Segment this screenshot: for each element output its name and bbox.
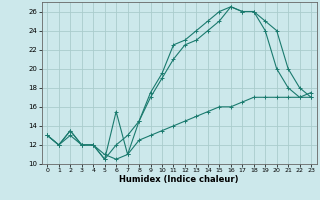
X-axis label: Humidex (Indice chaleur): Humidex (Indice chaleur): [119, 175, 239, 184]
